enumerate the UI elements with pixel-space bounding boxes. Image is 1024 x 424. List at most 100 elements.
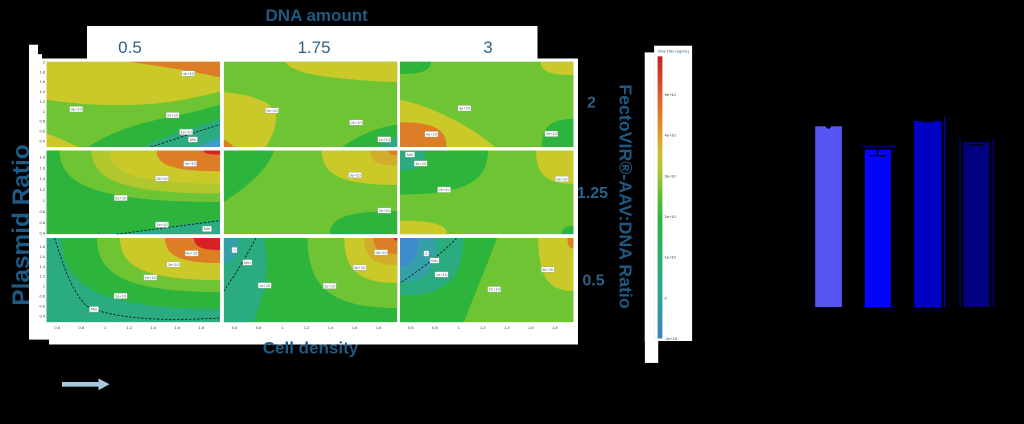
svg-text:1: 1 [281, 325, 284, 330]
svg-text:0.6: 0.6 [232, 325, 238, 330]
svg-text:4e+10: 4e+10 [426, 132, 438, 137]
svg-text:2e+10: 2e+10 [546, 131, 558, 136]
svg-text:1.6: 1.6 [39, 165, 45, 170]
svg-text:3e+10: 3e+10 [349, 172, 361, 177]
svg-text:2e+10: 2e+10 [167, 113, 179, 118]
svg-text:0.6: 0.6 [408, 325, 414, 330]
svg-text:0: 0 [425, 252, 427, 256]
svg-text:1.2: 1.2 [304, 325, 310, 330]
svg-text:1: 1 [104, 325, 107, 330]
svg-text:3e+10: 3e+10 [71, 107, 83, 112]
svg-text:0.4: 0.4 [39, 231, 45, 236]
svg-text:1.75: 1.75 [297, 38, 330, 57]
svg-text:0.4: 0.4 [39, 313, 45, 318]
svg-text:1.2: 1.2 [39, 187, 45, 192]
svg-text:DNA amount: DNA amount [266, 6, 369, 25]
svg-text:1: 1 [43, 284, 46, 289]
svg-text:1.4: 1.4 [151, 325, 157, 330]
svg-text:0.5: 0.5 [118, 38, 142, 57]
svg-text:1.2: 1.2 [39, 274, 45, 279]
svg-text:1.6: 1.6 [352, 325, 358, 330]
svg-text:2e+10: 2e+10 [665, 214, 677, 219]
svg-text:Cell density: Cell density [263, 339, 359, 358]
svg-text:0.4: 0.4 [39, 138, 45, 143]
svg-text:0.8: 0.8 [256, 325, 262, 330]
svg-text:1e+10: 1e+10 [379, 137, 391, 142]
svg-text:Min: Min [407, 152, 413, 157]
svg-text:1.6: 1.6 [39, 254, 45, 259]
svg-text:1.4: 1.4 [39, 89, 45, 94]
svg-text:0.8: 0.8 [432, 325, 438, 330]
svg-text:2: 2 [587, 95, 596, 112]
svg-text:1.25: 1.25 [577, 185, 608, 202]
svg-text:Min: Min [204, 226, 210, 231]
svg-text:1e+10: 1e+10 [436, 272, 448, 277]
svg-text:1.2: 1.2 [480, 325, 486, 330]
svg-text:1.4: 1.4 [39, 264, 45, 269]
svg-text:0: 0 [234, 249, 236, 253]
svg-text:1e+10: 1e+10 [115, 293, 127, 298]
svg-text:0.8: 0.8 [39, 209, 45, 214]
svg-text:0.8: 0.8 [79, 325, 85, 330]
svg-text:2e+10: 2e+10 [350, 120, 362, 125]
svg-text:2: 2 [43, 59, 46, 64]
svg-text:3: 3 [483, 38, 492, 57]
svg-text:0.5: 0.5 [582, 273, 604, 290]
svg-text:2e+10: 2e+10 [379, 208, 391, 213]
svg-text:1e+10: 1e+10 [259, 283, 271, 288]
svg-text:1: 1 [458, 325, 461, 330]
svg-text:1e+10: 1e+10 [180, 129, 192, 134]
svg-text:2e+10: 2e+10 [438, 187, 450, 192]
svg-text:1: 1 [43, 198, 46, 203]
svg-text:4e+10: 4e+10 [665, 133, 677, 138]
svg-text:1.8: 1.8 [39, 69, 45, 74]
svg-text:3e+10: 3e+10 [665, 173, 677, 178]
svg-text:0.6: 0.6 [39, 303, 45, 308]
svg-text:Min: Min [431, 258, 437, 263]
svg-text:3e+10: 3e+10 [156, 176, 168, 181]
svg-text:3e+10: 3e+10 [354, 265, 366, 270]
svg-text:1e+10: 1e+10 [415, 161, 427, 166]
svg-text:Min: Min [244, 260, 250, 265]
svg-text:1.4: 1.4 [39, 176, 45, 181]
svg-text:-1e+10: -1e+10 [665, 336, 678, 341]
svg-text:1e+10: 1e+10 [156, 222, 168, 227]
svg-text:3e+10: 3e+10 [459, 106, 471, 111]
svg-text:1.2: 1.2 [127, 325, 133, 330]
svg-text:3e+10: 3e+10 [542, 267, 554, 272]
svg-text:0.6: 0.6 [39, 129, 45, 134]
svg-text:3e+10: 3e+10 [556, 176, 568, 181]
svg-text:1: 1 [43, 109, 46, 114]
svg-text:1.2: 1.2 [39, 99, 45, 104]
svg-text:1.8: 1.8 [39, 154, 45, 159]
svg-text:4e+10: 4e+10 [186, 251, 198, 256]
svg-text:3e+10: 3e+10 [266, 108, 278, 113]
svg-text:4e+10: 4e+10 [183, 71, 195, 76]
svg-text:0.8: 0.8 [39, 294, 45, 299]
svg-text:Plasmid Ratio: Plasmid Ratio [8, 144, 35, 305]
svg-text:5e+10: 5e+10 [665, 92, 677, 97]
svg-text:4e+10: 4e+10 [185, 161, 197, 166]
svg-text:0.6: 0.6 [55, 325, 61, 330]
svg-text:1.8: 1.8 [199, 325, 205, 330]
svg-text:0.8: 0.8 [39, 119, 45, 124]
svg-text:Viral Titer (ng/mL): Viral Titer (ng/mL) [658, 49, 690, 54]
svg-text:1.6: 1.6 [39, 79, 45, 84]
svg-text:FectoVIR®-AAV:DNA Ratio: FectoVIR®-AAV:DNA Ratio [615, 84, 635, 309]
svg-text:1.4: 1.4 [504, 325, 510, 330]
svg-text:1.6: 1.6 [175, 325, 181, 330]
svg-text:1.4: 1.4 [328, 325, 334, 330]
svg-text:0.6: 0.6 [39, 220, 45, 225]
svg-text:2e+10: 2e+10 [115, 195, 127, 200]
svg-text:2e+10: 2e+10 [489, 287, 501, 292]
svg-text:1.6: 1.6 [528, 325, 534, 330]
svg-text:0: 0 [665, 295, 668, 300]
svg-text:1.8: 1.8 [552, 325, 558, 330]
svg-text:Min: Min [91, 307, 97, 312]
svg-text:2e+10: 2e+10 [145, 275, 157, 280]
svg-text:2e+10: 2e+10 [324, 283, 336, 288]
svg-text:1.8: 1.8 [376, 325, 382, 330]
svg-text:1e+10: 1e+10 [665, 255, 677, 260]
svg-text:1.8: 1.8 [39, 244, 45, 249]
svg-text:3e+10: 3e+10 [168, 262, 180, 267]
